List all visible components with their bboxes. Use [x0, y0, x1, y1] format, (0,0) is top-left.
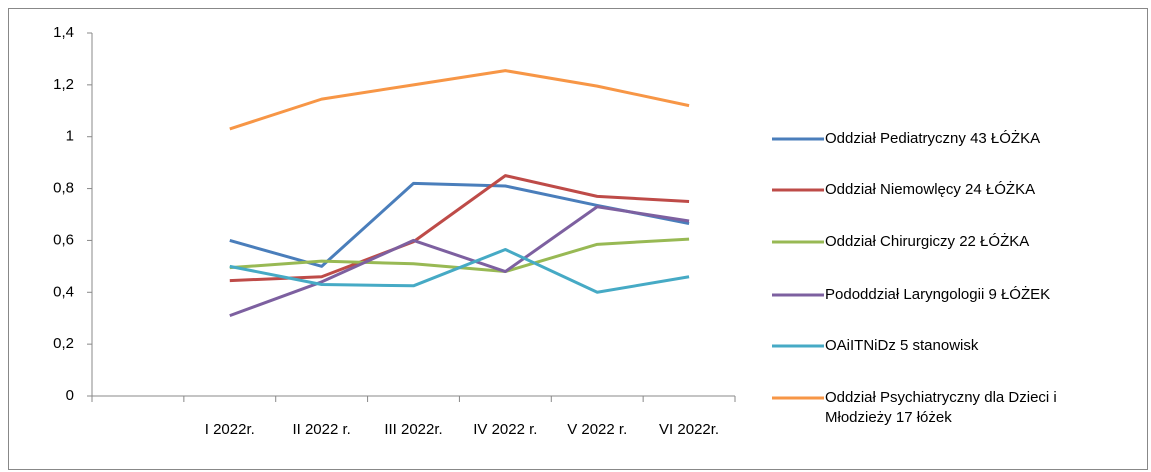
y-tick-label: 0 — [66, 387, 74, 404]
x-tick-label: III 2022r. — [384, 421, 442, 438]
x-tick-label: IV 2022 r. — [473, 421, 537, 438]
legend-label: Oddział Niemowlęcy 24 ŁÓŻKA — [825, 181, 1036, 198]
y-tick-label: 1 — [66, 128, 74, 145]
x-tick-label: II 2022 r. — [292, 421, 350, 438]
x-tick-label: VI 2022r. — [659, 421, 719, 438]
series-line — [229, 248, 690, 294]
y-tick-label: 0,6 — [53, 231, 74, 248]
y-tick-label: 1,2 — [53, 76, 74, 93]
y-tick-label: 1,4 — [53, 24, 74, 41]
legend-label: Oddział Psychiatryczny dla Dzieci i Młod… — [825, 389, 1057, 426]
y-tick-label: 0,4 — [53, 283, 74, 300]
y-tick-label: 0,2 — [53, 335, 74, 352]
series-line — [229, 69, 690, 131]
legend-label: OAiITNiDz 5 stanowisk — [825, 337, 979, 354]
y-tick-label: 0,8 — [53, 180, 74, 197]
legend-label: Oddział Chirurgiczy 22 ŁÓŻKA — [825, 233, 1030, 250]
series-line — [229, 205, 690, 318]
x-tick-label: V 2022 r. — [567, 421, 627, 438]
series-line — [229, 174, 690, 283]
x-tick-label: I 2022r. — [205, 421, 255, 438]
chart-frame — [8, 8, 1148, 470]
legend-label: Pododdział Laryngologii 9 ŁÓŻEK — [825, 286, 1051, 303]
legend-label: Oddział Pediatryczny 43 ŁÓŻKA — [825, 130, 1041, 147]
